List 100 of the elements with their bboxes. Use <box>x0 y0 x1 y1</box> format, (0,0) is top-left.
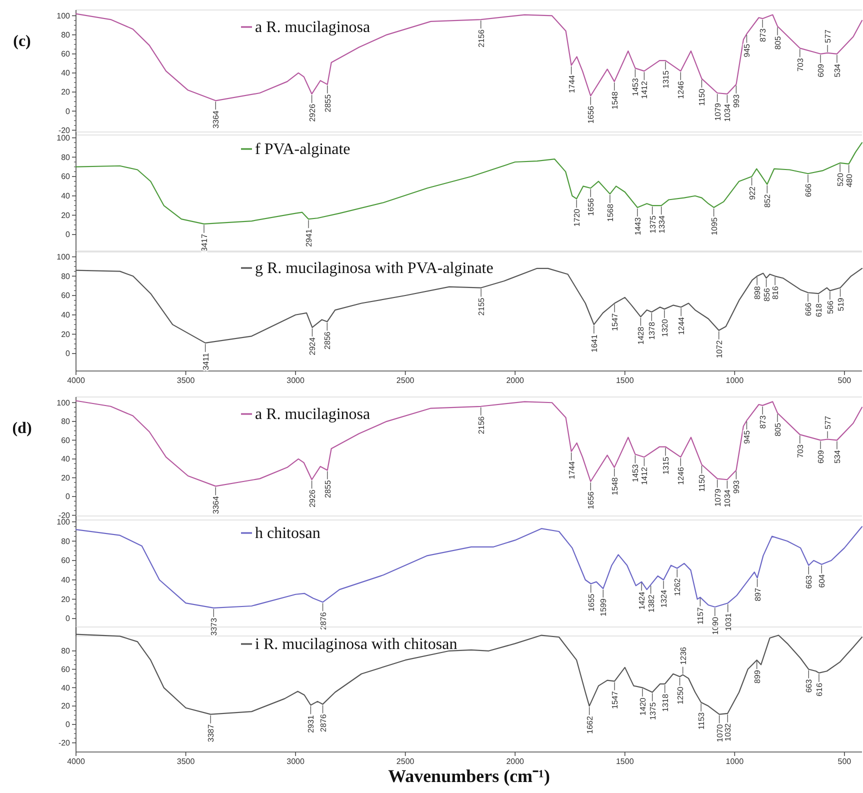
annotation: 1641 <box>590 334 599 352</box>
y-tick-label: 60 <box>61 291 71 300</box>
y-tick-label: 80 <box>61 536 71 546</box>
annotation: 666 <box>804 302 813 316</box>
annotation: 2156 <box>476 416 486 434</box>
x-tick-label: 2000 <box>506 757 525 766</box>
x-tick-label: 3500 <box>176 376 196 385</box>
y-tick-label: 80 <box>61 646 71 656</box>
annotation: 2926 <box>308 103 317 122</box>
annotation: 1656 <box>586 105 596 124</box>
x-tick-label: 1500 <box>616 376 634 385</box>
y-tick-label: 100 <box>56 517 71 526</box>
legend-label: a R. mucilaginosa <box>255 406 370 423</box>
annotation: 873 <box>758 414 768 429</box>
annotation: 1324 <box>660 589 669 608</box>
annotation: 1244 <box>677 316 686 335</box>
annotation: 1744 <box>567 74 576 94</box>
y-tick-label: 60 <box>61 556 71 566</box>
y-tick-label: 40 <box>61 454 71 464</box>
y-tick-label: 0 <box>66 106 71 116</box>
annotation: 703 <box>796 444 805 458</box>
y-tick-label: 60 <box>61 664 71 674</box>
x-tick-label: 500 <box>838 757 852 766</box>
annotation: 1453 <box>631 78 640 96</box>
y-tick-label: 80 <box>61 417 71 426</box>
annotation: 2155 <box>477 297 486 316</box>
annotation: 2876 <box>318 714 328 732</box>
annotation: 3364 <box>212 110 221 128</box>
y-tick-label: -20 <box>58 126 71 135</box>
annotation: 663 <box>804 678 814 693</box>
annotation: 1250 <box>676 686 685 704</box>
annotation: 1599 <box>599 598 608 616</box>
annotation: 577 <box>824 415 833 430</box>
annotation: 1548 <box>610 476 620 496</box>
annotation: 1547 <box>610 690 620 710</box>
annotation: 1662 <box>585 715 594 734</box>
y-tick-label: 40 <box>61 576 71 585</box>
annotation: 1655 <box>586 593 596 612</box>
annotation: 1032 <box>724 722 733 742</box>
x-tick-label: 1000 <box>726 757 744 766</box>
y-tick-label: 20 <box>61 330 71 339</box>
y-tick-label: 0 <box>66 230 71 240</box>
x-tick-label: 3000 <box>286 757 305 766</box>
annotation: 1375 <box>648 702 658 720</box>
annotation: 993 <box>732 94 742 108</box>
annotation: 566 <box>826 300 835 314</box>
text: (d) <box>12 420 32 437</box>
annotation: 1315 <box>662 456 670 475</box>
y-tick-label: -20 <box>58 738 71 748</box>
annotation: 2931 <box>306 714 316 733</box>
annotation: 3387 <box>206 724 216 742</box>
annotation: 1150 <box>698 88 707 106</box>
y-tick-label: 20 <box>61 594 71 604</box>
annotation: 805 <box>773 422 782 436</box>
annotation: 703 <box>796 58 805 72</box>
annotation: 805 <box>773 36 782 50</box>
annotation: 1424 <box>638 591 647 610</box>
y-tick-label: 80 <box>61 152 71 162</box>
y-tick-label: -20 <box>58 510 71 520</box>
y-tick-label: 80 <box>61 30 71 40</box>
annotation: 1334 <box>657 215 666 234</box>
annotation: 3373 <box>210 617 219 636</box>
annotation: 3364 <box>212 496 221 514</box>
x-tick-label: 2500 <box>396 757 415 766</box>
annotation: 520 <box>836 172 846 186</box>
annotation: 1547 <box>610 312 620 332</box>
annotation: 663 <box>804 574 814 589</box>
y-tick-label: 60 <box>61 436 71 445</box>
annotation: 1079 <box>713 102 722 121</box>
x-tick-label: 1500 <box>616 757 634 766</box>
y-tick-label: 0 <box>66 349 71 358</box>
annotation: 2926 <box>308 489 317 508</box>
annotation: 1031 <box>724 612 733 631</box>
annotation: 1548 <box>610 91 620 110</box>
annotation: 856 <box>762 288 772 302</box>
annotation: 1034 <box>723 103 732 122</box>
y-tick-label: 100 <box>56 133 71 142</box>
annotation: 897 <box>753 587 762 602</box>
y-tick-label: 40 <box>61 192 71 201</box>
annotation: 993 <box>732 480 742 494</box>
annotation: 1320 <box>660 318 670 337</box>
annotation: 1153 <box>697 712 706 730</box>
y-tick-label: 20 <box>61 88 71 97</box>
annotation: 1079 <box>713 488 722 506</box>
y-tick-label: 40 <box>61 310 71 320</box>
annotation: 873 <box>758 28 768 42</box>
annotation: 609 <box>816 63 826 78</box>
y-tick-label: 40 <box>61 68 71 78</box>
y-tick-label: 20 <box>61 210 71 220</box>
annotation: 1412 <box>640 80 650 99</box>
annotation: 1095 <box>710 216 719 236</box>
annotation: 1246 <box>676 80 686 99</box>
annotation: 1236 <box>678 646 688 665</box>
y-tick-label: 100 <box>56 398 71 408</box>
x-tick-label: 3000 <box>286 376 305 385</box>
annotation: 577 <box>824 29 833 43</box>
y-tick-label: 40 <box>61 683 71 692</box>
annotation: 1315 <box>662 70 670 88</box>
annotation: 1246 <box>676 466 686 485</box>
annotation: 618 <box>814 303 824 317</box>
